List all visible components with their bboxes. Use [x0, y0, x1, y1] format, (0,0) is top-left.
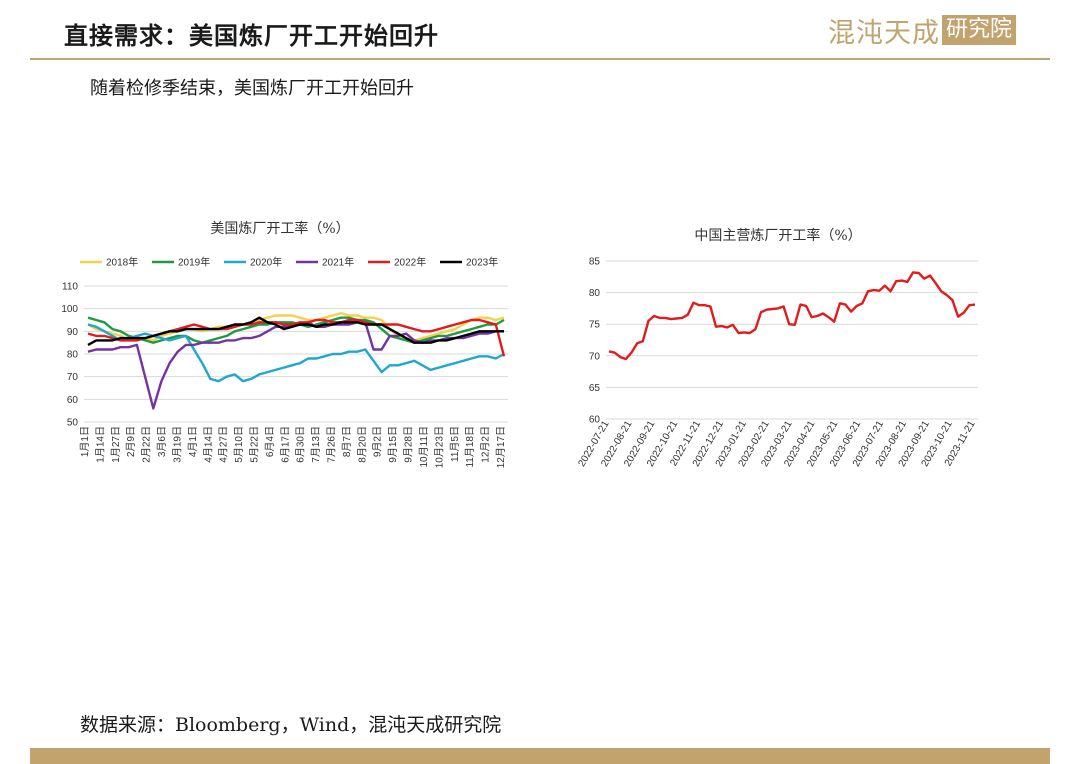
legend-label: 2019年 — [178, 256, 210, 269]
x-tick-label: 3月19日 — [171, 426, 183, 463]
x-tick-label: 4月27日 — [218, 426, 230, 463]
legend-label: 2018年 — [106, 256, 138, 269]
y-tick-label: 100 — [61, 304, 78, 315]
y-tick-label: 70 — [589, 351, 601, 362]
x-tick-label: 8月20日 — [356, 426, 368, 463]
header-rule — [30, 58, 1050, 60]
x-tick-label: 1月27日 — [110, 426, 122, 463]
x-tick-label: 5月10日 — [233, 426, 245, 463]
y-tick-label: 85 — [589, 257, 601, 268]
legend-label: 2022年 — [394, 256, 426, 269]
x-tick-label: 2月9日 — [125, 426, 137, 457]
legend-label: 2020年 — [250, 256, 282, 269]
x-tick-label: 11月18日 — [464, 426, 476, 468]
logo-main-text: 混沌天成 — [828, 17, 940, 49]
y-tick-label: 70 — [67, 372, 79, 383]
x-tick-label: 10月11日 — [418, 426, 430, 468]
y-tick-label: 90 — [67, 327, 79, 338]
brand-logo: 混沌天成 研究院 — [828, 12, 1017, 49]
y-tick-label: 75 — [589, 320, 601, 331]
x-tick-label: 8月7日 — [341, 426, 353, 457]
x-tick-label: 9月28日 — [403, 426, 415, 463]
logo-box-text: 研究院 — [942, 15, 1017, 45]
x-tick-label: 1月14日 — [94, 426, 106, 463]
slide-subtitle: 随着检修季结束，美国炼厂开工开始回升 — [90, 78, 414, 99]
chart-title: 中国主营炼厂开工率（%） — [694, 227, 861, 244]
y-tick-label: 60 — [589, 415, 601, 426]
series-line — [608, 271, 976, 361]
chart-title: 美国炼厂开工率（%） — [210, 220, 349, 237]
series-line — [87, 316, 504, 346]
y-tick-label: 80 — [67, 350, 79, 361]
x-tick-label: 12月17日 — [495, 426, 507, 468]
china-refinery-chart: 中国主营炼厂开工率（%）6065707580852022-07-212022-0… — [576, 227, 978, 469]
x-tick-label: 10月23日 — [433, 426, 445, 468]
y-tick-label: 110 — [62, 282, 78, 293]
us-refinery-chart: 美国炼厂开工率（%） 2018年 2019年 2020年 2021年 2022年 2023年… — [61, 220, 508, 468]
x-tick-label: 1月1日 — [79, 426, 91, 457]
x-tick-label: 5月22日 — [248, 426, 260, 463]
y-tick-label: 60 — [67, 395, 79, 406]
x-tick-label: 6月17日 — [279, 426, 291, 463]
x-tick-label: 4月14日 — [202, 426, 214, 463]
x-tick-label: 7月13日 — [310, 426, 322, 463]
legend-label: 2021年 — [322, 256, 354, 269]
x-tick-label: 4月1日 — [187, 426, 199, 457]
data-source: 数据来源：Bloomberg，Wind，混沌天成研究院 — [80, 714, 502, 736]
x-tick-label: 9月15日 — [387, 426, 399, 463]
page-title: 直接需求：美国炼厂开工开始回升 — [64, 21, 439, 50]
legend-label: 2023年 — [466, 256, 498, 269]
x-tick-label: 12月2日 — [480, 426, 492, 463]
y-tick-label: 50 — [67, 418, 79, 429]
y-tick-label: 65 — [589, 383, 601, 394]
x-tick-label: 3月6日 — [156, 426, 168, 457]
x-tick-label: 2月22日 — [141, 426, 153, 463]
series-line — [87, 323, 505, 383]
y-tick-label: 80 — [589, 288, 601, 299]
x-tick-label: 11月5日 — [449, 426, 461, 462]
x-tick-label: 7月26日 — [326, 426, 338, 463]
x-tick-label: 6月30日 — [295, 426, 307, 463]
footer-bar — [30, 748, 1050, 764]
x-tick-label: 6月4日 — [264, 426, 276, 457]
x-tick-label: 9月2日 — [372, 426, 384, 457]
